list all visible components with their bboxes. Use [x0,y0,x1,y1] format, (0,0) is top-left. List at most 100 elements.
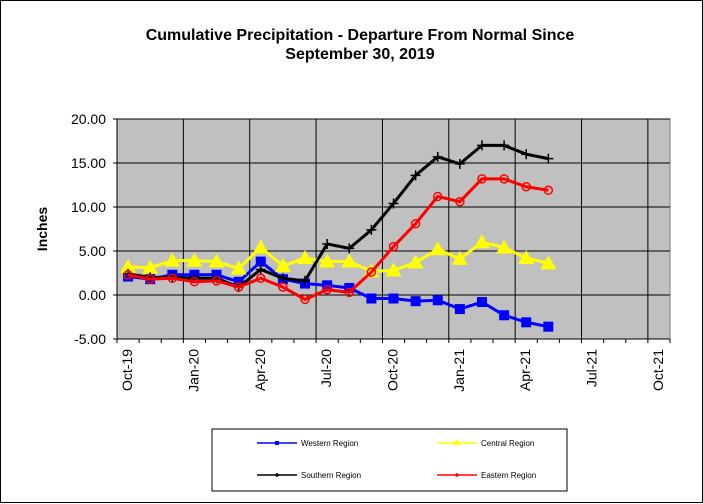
circle-marker [300,294,310,305]
legend-item-western-region: Western Region [257,439,358,448]
square-marker [499,310,510,321]
y-tick-label: -5.00 [74,331,106,347]
square-marker [410,296,421,307]
x-tick-label: Jan-21 [451,349,467,392]
square-marker [521,317,532,328]
square-marker [275,441,279,445]
legend-label: Western Region [301,439,358,448]
plus-marker [476,140,487,151]
plus-marker [322,238,333,249]
triangle-marker [186,252,203,267]
circle-marker [189,277,200,287]
square-marker [543,321,554,332]
plus-marker [521,149,532,160]
plus-marker [543,153,554,164]
y-tick-label: 0.00 [79,287,106,303]
x-tick-label: Oct-19 [119,349,135,391]
triangle-marker [429,241,446,256]
circle-marker [455,473,459,477]
x-tick-label: Oct-21 [650,349,666,391]
triangle-marker [297,250,314,265]
triangle-marker [518,250,535,265]
circle-marker [521,182,531,192]
circle-marker [233,282,244,292]
y-tick-label: 5.00 [79,243,106,259]
y-tick-label: 10.00 [71,199,106,215]
circle-marker [543,185,554,196]
chart-title-line-1: Cumulative Precipitation - Departure Fro… [146,27,575,44]
series-eastern-region [123,174,554,305]
legend: Western Region Central Region Southern Reg… [257,439,536,480]
data-series [120,140,557,332]
plus-marker [277,273,288,284]
x-tick-label: Oct-20 [385,349,401,391]
triangle-marker [453,439,461,445]
plus-marker [432,151,443,162]
y-axis-label: Inches [34,207,50,252]
chart-title-line-2: September 30, 2019 [285,46,435,63]
triangle-marker [230,260,247,275]
x-tick-label: Apr-21 [517,349,533,391]
legend-label: Eastern Region [481,471,536,480]
triangle-marker [385,262,402,277]
legend-item-southern-region: Southern Region [257,471,361,480]
plus-marker [410,170,421,181]
plus-marker [275,473,279,477]
plus-marker [300,275,311,286]
circle-marker [211,276,222,286]
triangle-marker [407,254,424,269]
triangle-marker [142,259,159,274]
square-marker [388,293,399,304]
plus-marker [344,243,355,254]
triangle-marker [473,234,490,249]
circle-marker [344,287,355,298]
x-tick-label: Apr-20 [252,349,268,391]
circle-marker [499,174,509,184]
legend-label: Central Region [481,439,534,448]
square-marker [454,304,465,315]
circle-marker [432,191,443,202]
plus-marker [366,224,377,235]
triangle-marker [319,253,336,268]
legend-label: Southern Region [301,471,361,480]
circle-marker [455,196,465,207]
circle-marker [256,273,266,284]
plot-area [116,118,671,340]
circle-marker [410,218,421,229]
plus-marker [255,264,266,275]
x-tick-label: Jul-21 [584,349,600,387]
square-marker [366,293,377,304]
circle-marker [366,267,377,277]
circle-marker [278,282,288,292]
plus-marker [499,140,510,151]
y-axis-ticks: 20.00 15.00 10.00 5.00 0.00 -5.00 [71,111,117,347]
triangle-marker [164,252,181,267]
triangle-marker [341,253,358,268]
circle-marker [477,174,487,184]
legend-item-central-region: Central Region [437,439,534,448]
circle-marker [167,273,178,284]
triangle-marker [540,255,557,270]
x-tick-label: Jul-20 [318,349,334,387]
triangle-marker [496,239,513,254]
square-marker [255,256,266,267]
x-tick-label: Jan-20 [185,349,201,392]
y-tick-label: 20.00 [71,111,106,127]
y-tick-label: 15.00 [71,155,106,171]
triangle-marker [274,257,291,272]
triangle-marker [208,253,225,268]
triangle-marker [120,258,137,273]
x-axis-ticks: Oct-19 Jan-20 Apr-20 Jul-20 Oct-20 Jan-21 Apr-… [116,339,671,392]
legend-item-eastern-region: Eastern Region [437,471,536,480]
circle-marker [322,284,332,295]
plus-marker [454,158,465,169]
square-marker [476,297,487,308]
square-marker [233,276,244,287]
square-marker [432,295,443,306]
circle-marker [145,274,155,284]
circle-marker [123,270,133,280]
circle-marker [388,241,399,252]
triangle-marker [252,239,269,254]
